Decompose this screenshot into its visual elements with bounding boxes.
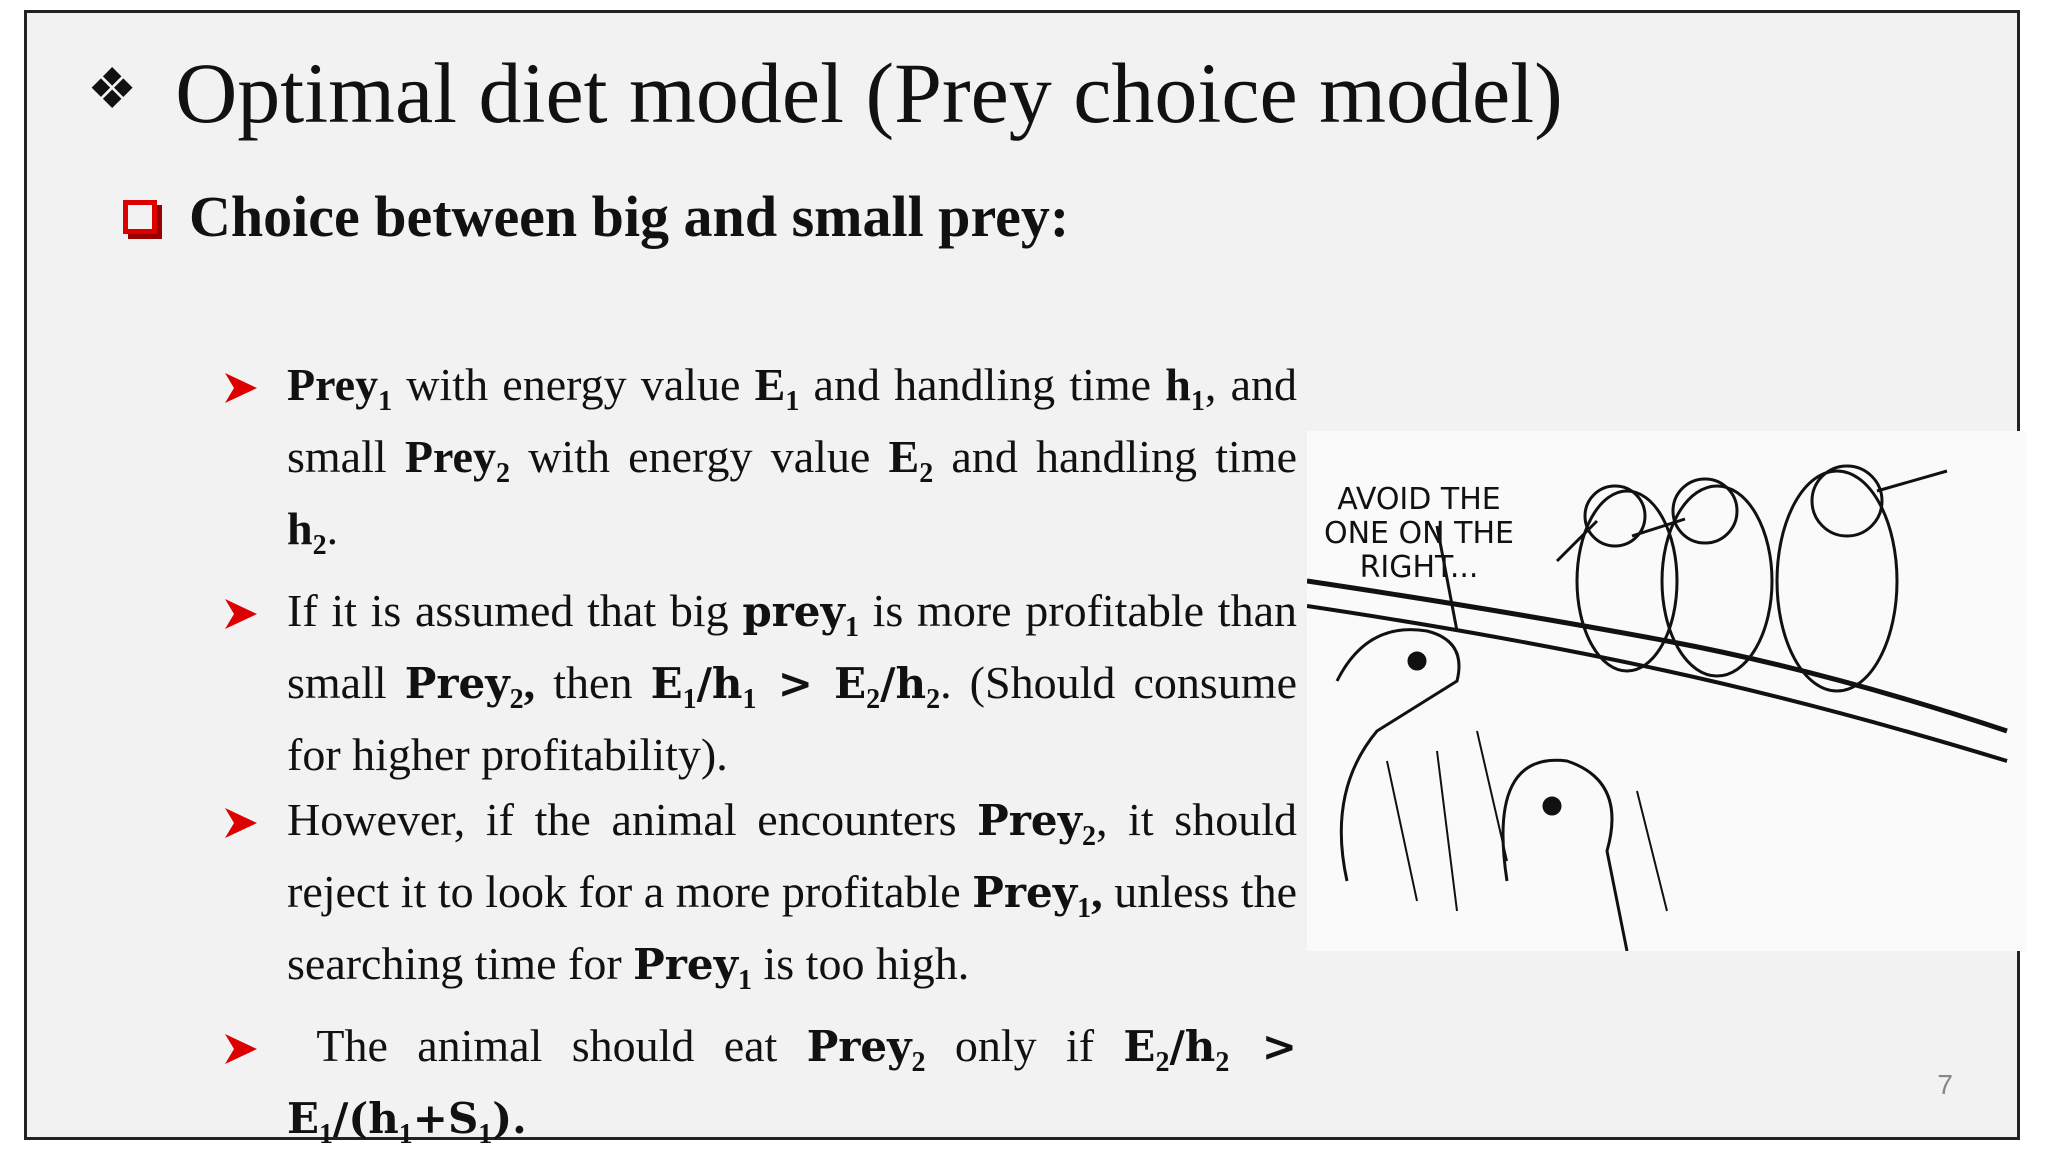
bullet-text: prey: [742, 587, 845, 636]
bullet-text: E: [888, 431, 920, 482]
bullet-text: E: [287, 1094, 320, 1143]
bullet-text: >: [1229, 1022, 1297, 1071]
bullet-text: Prey: [404, 659, 510, 708]
slide-title-line: ❖ Optimal diet model (Prey choice model): [87, 43, 1563, 143]
bullet-text: .: [326, 503, 339, 554]
arrow-bullet: [225, 808, 257, 838]
bullet-text: is too high.: [752, 938, 970, 989]
bullet-text: 2: [1215, 1047, 1230, 1078]
bullet-text: ).: [492, 1094, 527, 1143]
bullet-text: 1: [742, 684, 757, 715]
bullet-text: 1: [682, 684, 697, 715]
bullet-text: However, if the animal encounters: [287, 794, 978, 845]
bullet-text: ,: [1091, 866, 1103, 917]
bullet-text: 2: [926, 684, 941, 715]
bullet-text: E: [834, 659, 867, 708]
bullet-text: , and small: [287, 359, 1298, 482]
bullet-text: 2: [911, 1047, 926, 1078]
bullet-text: /h: [696, 659, 743, 708]
page-number: 7: [1937, 1069, 1953, 1100]
bullet-text: 1: [738, 965, 752, 996]
bullet-text: unless the searching time for: [287, 866, 1298, 989]
bullet-text: 2: [509, 684, 524, 715]
bullet-text: +S: [412, 1094, 479, 1143]
bullet-text: /h: [1169, 1022, 1216, 1071]
bullet-text: only if: [925, 1020, 1124, 1071]
bullet-text: 1: [1190, 386, 1205, 417]
bullet-text: Prey: [287, 359, 379, 410]
bullet-text: ,: [523, 657, 536, 708]
bullet-text: 2: [1155, 1047, 1170, 1078]
bullet-text: then: [535, 657, 651, 708]
bullet-text: is more profitable than small: [287, 585, 1297, 708]
cartoon: AVOID THE ONE ON THE RIGHT...: [1307, 431, 2027, 951]
bullet: The animal should eat Prey2 only if E2/h…: [225, 1018, 1297, 1162]
bullet-text: Prey: [633, 940, 738, 989]
bullet-text: Prey: [404, 431, 496, 482]
bullet-text: 2: [495, 458, 510, 489]
bullet-text: E: [1123, 1022, 1156, 1071]
bullet-text: .: [940, 657, 952, 708]
bullet-list: Prey1 with energy value E1 and handling …: [225, 357, 1297, 1172]
diamond-bullet: ❖: [87, 59, 138, 121]
square-bullet: [123, 200, 157, 234]
bullet-text: /(h: [333, 1094, 399, 1143]
bullet-text: 2: [866, 684, 881, 715]
bullet-text: The animal should eat: [316, 1020, 807, 1071]
cartoon-caption: AVOID THE ONE ON THE RIGHT...: [1324, 482, 1514, 585]
bullet-text: 1: [398, 1119, 413, 1150]
bullet-text: Prey: [806, 1022, 912, 1071]
slide-frame: ❖ Optimal diet model (Prey choice model) …: [24, 10, 2027, 1150]
arrow-bullet: [225, 599, 257, 629]
bullet-text: h: [287, 503, 313, 554]
bullet-text: 2: [1081, 821, 1096, 852]
bullet-text: E: [650, 659, 683, 708]
bullet-text: with energy value: [392, 359, 755, 410]
arrow-bullet: [225, 1034, 257, 1064]
bullet-text: , it should reject it to look for a more…: [287, 794, 1297, 917]
subtitle: Choice between big and small prey:: [189, 184, 1070, 249]
bullet-text: 1: [319, 1119, 334, 1150]
bullet-text: and handling time: [799, 359, 1166, 410]
arrow-bullet: [225, 373, 257, 403]
bullet: If it is assumed that big prey1 is more …: [225, 583, 1297, 782]
bullet: However, if the animal encounters Prey2,…: [225, 792, 1297, 1008]
bullet-text: If it is assumed that big: [287, 585, 743, 636]
bullet-text: 1: [378, 386, 393, 417]
subtitle-line: Choice between big and small prey:: [123, 183, 1069, 250]
bullet-text: with energy value: [509, 431, 889, 482]
bullet-text: 1: [844, 612, 859, 643]
bullet-text: /h: [880, 659, 927, 708]
bullet: Prey1 with energy value E1 and handling …: [225, 357, 1297, 573]
slide-title: Optimal diet model (Prey choice model): [175, 45, 1563, 141]
bullet-text: 2: [312, 530, 327, 561]
bullet-text: h: [1165, 359, 1191, 410]
bullet-text: >: [756, 659, 835, 708]
bullet-text: Prey: [977, 796, 1082, 845]
bullet-text: (Should consume for higher profitability…: [287, 657, 1297, 780]
bullet-text: and handling time: [933, 431, 1297, 482]
bullet-text: 1: [478, 1119, 493, 1150]
bullet-text: E: [754, 359, 786, 410]
bullet-text: 1: [1077, 893, 1092, 924]
bullet-text: 1: [785, 386, 800, 417]
bullet-text: 2: [919, 458, 934, 489]
bullet-text: Prey: [972, 868, 1078, 917]
